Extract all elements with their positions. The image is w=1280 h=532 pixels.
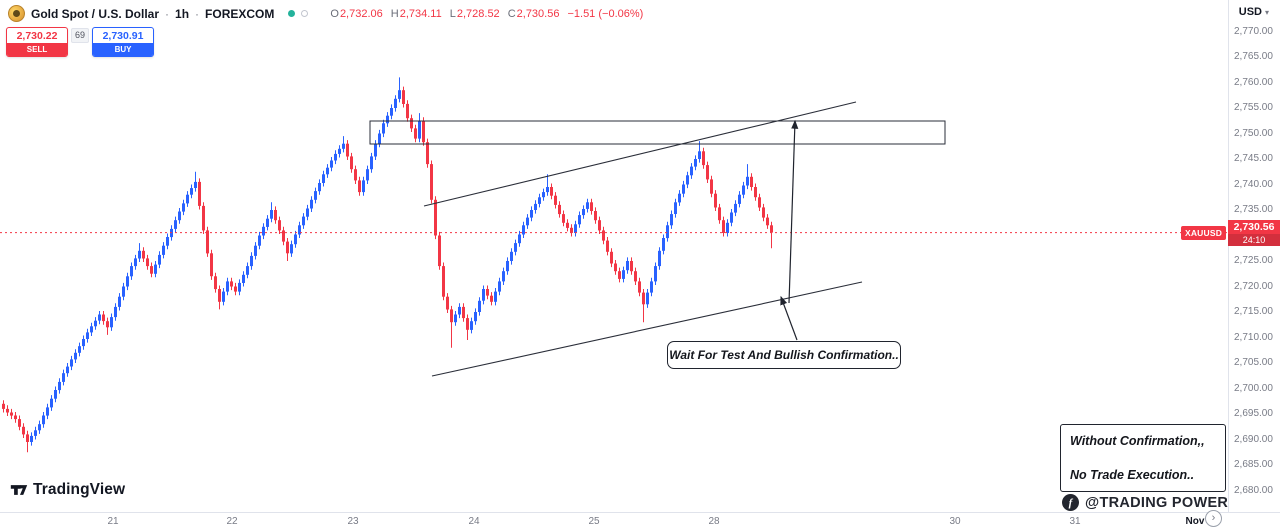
price-axis-label: 2,735.00 xyxy=(1234,204,1273,215)
time-axis-label: 24 xyxy=(468,516,480,527)
currency-selector[interactable]: USD ▾ xyxy=(1239,6,1269,18)
ohlc-close-value: 2,730.56 xyxy=(516,7,560,20)
ohlc-high: H2,734.11 xyxy=(391,8,442,20)
ohlc-readout: O2,732.06 H2,734.11 L2,728.52 C2,730.56 … xyxy=(330,8,643,20)
change-value: −1.51 (−0.06%) xyxy=(567,7,644,20)
buy-button[interactable]: 2,730.91 BUY xyxy=(92,27,155,57)
separator-dot: · xyxy=(165,6,170,21)
gold-coin-inner xyxy=(13,10,20,17)
spread-value: 69 xyxy=(71,28,90,43)
tradingview-logo-icon xyxy=(10,485,28,495)
price-axis[interactable]: 2,770.00 2,765.00 2,760.00 2,755.00 2,750.00… xyxy=(1228,0,1280,512)
chart-canvas[interactable] xyxy=(0,0,1228,512)
price-axis-label: 2,765.00 xyxy=(1234,51,1273,62)
symbol-title[interactable]: Gold Spot / U.S. Dollar xyxy=(31,6,160,21)
tradingview-logo-text: TradingView xyxy=(33,481,126,498)
current-price-badge: 2,730.56 24:10 xyxy=(1228,219,1280,246)
candles-layer xyxy=(2,77,773,453)
notification-dot-icon xyxy=(301,10,309,17)
candlestick-chart[interactable] xyxy=(0,0,1228,512)
upper-trendline[interactable] xyxy=(423,101,857,207)
time-axis[interactable]: 21 22 23 24 25 28 30 31 Nov xyxy=(0,512,1280,532)
chevron-down-icon: ▾ xyxy=(1264,7,1269,17)
price-axis-label: 2,740.00 xyxy=(1234,178,1273,190)
sell-price: 2,730.22 xyxy=(16,30,58,42)
ohlc-close-label: C xyxy=(507,7,516,20)
price-axis-label: 2,725.00 xyxy=(1234,255,1273,266)
symbol-price-tag: XAUUSD xyxy=(1181,225,1226,240)
ohlc-high-value: 2,734.11 xyxy=(399,7,442,20)
right-arrow-icon: › xyxy=(1211,512,1216,524)
market-status-dot-icon xyxy=(288,10,296,17)
ohlc-close: C2,730.56 xyxy=(508,8,560,20)
go-to-realtime-button[interactable]: › xyxy=(1205,510,1222,527)
sell-button[interactable]: 2,730.22 SELL xyxy=(6,27,68,57)
ohlc-low-label: L xyxy=(449,7,456,20)
buy-price: 2,730.91 xyxy=(102,30,144,42)
price-axis-label: 2,690.00 xyxy=(1234,433,1273,445)
separator-dot: · xyxy=(195,6,200,21)
time-axis-label: 21 xyxy=(107,516,119,527)
price-axis-label: 2,760.00 xyxy=(1234,76,1273,88)
projection-arrow-up[interactable] xyxy=(788,119,799,304)
ohlc-low: L2,728.52 xyxy=(450,8,500,20)
time-axis-label: 30 xyxy=(949,516,961,527)
time-axis-label: 31 xyxy=(1069,516,1081,527)
price-axis-label: 2,710.00 xyxy=(1234,331,1273,343)
price-axis-label: 2,770.00 xyxy=(1234,25,1273,37)
currency-label: USD xyxy=(1238,6,1262,18)
callout-note[interactable]: Wait For Test And Bullish Confirmation.. xyxy=(667,341,901,369)
note-line-2: No Trade Execution.. xyxy=(1070,468,1195,482)
time-axis-label: 23 xyxy=(347,516,359,527)
time-axis-label: 22 xyxy=(226,516,238,527)
current-price-value: 2,730.56 xyxy=(1233,220,1275,233)
ohlc-high-label: H xyxy=(390,7,399,20)
tradingview-logo[interactable]: TradingView xyxy=(10,481,125,499)
price-axis-label: 2,695.00 xyxy=(1234,408,1273,419)
price-axis-label: 2,680.00 xyxy=(1234,484,1273,496)
buy-label: BUY xyxy=(93,43,154,56)
bar-countdown: 24:10 xyxy=(1228,233,1280,246)
ohlc-low-value: 2,728.52 xyxy=(456,7,500,20)
watermark: f @TRADING POWER xyxy=(1062,494,1228,511)
price-axis-label: 2,720.00 xyxy=(1234,280,1273,292)
gold-coin-icon xyxy=(8,5,25,22)
price-axis-label: 2,755.00 xyxy=(1234,102,1273,113)
time-axis-label: Nov xyxy=(1185,516,1205,527)
exchange-label[interactable]: FOREXCOM xyxy=(205,6,275,21)
resistance-zone-rectangle[interactable] xyxy=(369,120,946,145)
symbol-info-bar: Gold Spot / U.S. Dollar · 1h · FOREXCOM … xyxy=(8,5,643,22)
price-axis-label: 2,715.00 xyxy=(1234,306,1273,317)
note-box[interactable]: Without Confirmation,, No Trade Executio… xyxy=(1060,424,1226,492)
ohlc-open: O2,732.06 xyxy=(330,8,382,20)
trade-panel: 2,730.22 SELL 69 2,730.91 BUY xyxy=(6,27,155,57)
note-line-1: Without Confirmation,, xyxy=(1070,434,1205,448)
sell-label: SELL xyxy=(7,43,67,56)
ohlc-open-value: 2,732.06 xyxy=(339,7,383,20)
ohlc-open-label: O xyxy=(330,7,339,20)
price-axis-label: 2,750.00 xyxy=(1234,127,1273,139)
price-axis-label: 2,700.00 xyxy=(1234,382,1273,394)
time-axis-label: 28 xyxy=(708,516,720,527)
facebook-icon: f xyxy=(1062,494,1079,511)
price-axis-label: 2,685.00 xyxy=(1234,459,1273,470)
price-axis-label: 2,745.00 xyxy=(1234,153,1273,164)
timeframe-label[interactable]: 1h xyxy=(175,6,190,21)
lower-trendline[interactable] xyxy=(431,281,863,377)
time-axis-label: 25 xyxy=(588,516,600,527)
callout-pointer-arrow[interactable] xyxy=(780,295,798,341)
price-axis-label: 2,705.00 xyxy=(1234,357,1273,368)
watermark-text: @TRADING POWER xyxy=(1085,494,1229,511)
